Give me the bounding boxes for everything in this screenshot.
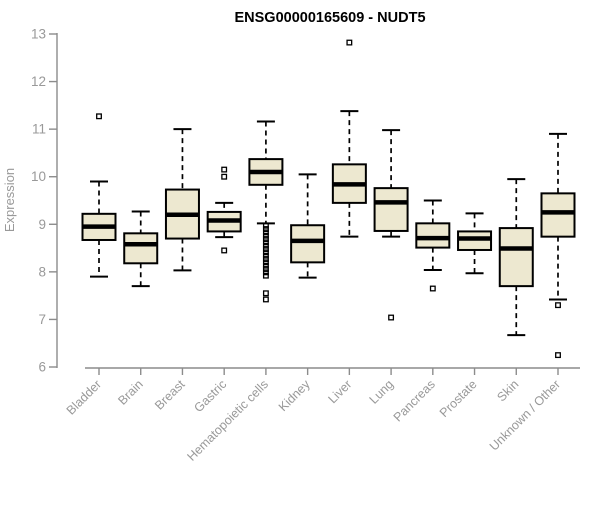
boxplot-breast: [164, 128, 200, 272]
x-category-label: Liver: [325, 377, 354, 406]
outlier-point: [262, 249, 269, 256]
x-category-label: Lung: [367, 377, 397, 407]
y-tick-label: 7: [38, 312, 46, 327]
outlier-point: [262, 222, 269, 229]
x-category-label: Pancreas: [391, 377, 438, 424]
outlier-point: [262, 229, 269, 236]
outlier-point: [262, 259, 269, 266]
boxplot-prostate: [457, 212, 493, 275]
x-category-label: Skin: [494, 377, 521, 404]
y-tick-label: 8: [38, 264, 46, 279]
outlier-point: [262, 252, 269, 259]
outlier-point: [262, 236, 269, 242]
y-tick-label: 12: [31, 74, 46, 89]
box: [415, 222, 451, 249]
boxplot-pancreas: [415, 199, 451, 292]
outlier-point: [555, 352, 561, 359]
outlier-point: [429, 285, 436, 292]
outlier-point: [262, 246, 269, 252]
outlier-point: [262, 256, 269, 262]
boxplot-brain: [123, 210, 159, 288]
outlier-point: [262, 262, 269, 269]
x-category-label: Brain: [115, 377, 146, 408]
outlier-point: [221, 173, 228, 180]
y-tick-label: 6: [38, 360, 46, 375]
outlier-point: [221, 247, 228, 254]
outlier-point: [221, 166, 228, 173]
box: [540, 192, 576, 238]
outlier-point: [262, 266, 269, 272]
y-axis-title: Expression: [2, 168, 17, 232]
x-category-label: Breast: [152, 377, 188, 413]
box: [498, 227, 534, 288]
boxplot-skin: [498, 178, 534, 337]
outlier-point: [262, 226, 269, 232]
box: [290, 224, 326, 264]
boxplot-hematopoietic-cells: [248, 120, 284, 303]
outlier-point: [262, 296, 269, 303]
y-tick-label: 10: [31, 169, 46, 184]
outlier-point: [346, 39, 353, 46]
box: [123, 232, 159, 265]
outlier-point: [388, 314, 395, 321]
outlier-point: [262, 272, 269, 279]
y-tick-label: 13: [31, 27, 46, 42]
boxplot-unknown-other: [540, 132, 576, 359]
y-tick-label: 11: [32, 122, 46, 137]
boxplot-liver: [331, 39, 367, 238]
chart-title: ENSG00000165609 - NUDT5: [234, 10, 425, 26]
outlier-point: [262, 290, 269, 297]
boxplot-lung: [373, 129, 409, 321]
boxplot-bladder: [81, 113, 117, 278]
outlier-point: [262, 242, 269, 249]
x-category-label: Bladder: [64, 377, 104, 417]
boxplot-gastric: [206, 166, 242, 254]
x-category-label: Hematopoietic cells: [184, 377, 271, 464]
x-category-label: Kidney: [276, 377, 313, 414]
outlier-point: [262, 269, 269, 276]
x-category-label: Prostate: [437, 377, 480, 420]
x-category-label: Unknown / Other: [487, 377, 563, 453]
outlier-point: [262, 232, 269, 239]
y-tick-label: 9: [38, 217, 46, 232]
box: [373, 187, 409, 232]
outlier-point: [96, 113, 102, 120]
outlier-point: [555, 302, 561, 309]
boxplot-kidney: [290, 173, 326, 279]
outlier-point: [262, 239, 269, 246]
x-category-label: Gastric: [191, 377, 229, 415]
